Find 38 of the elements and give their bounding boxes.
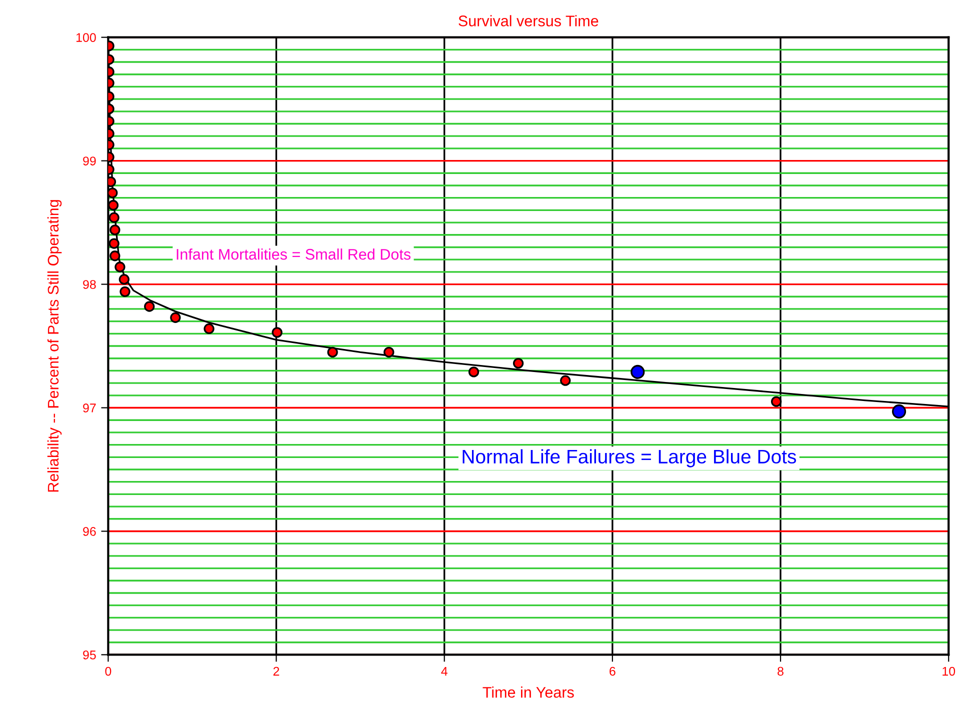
- point: [384, 346, 394, 358]
- y-tick-label: 98: [83, 280, 96, 289]
- point: [170, 312, 181, 323]
- y-tick-label: 96: [83, 527, 96, 536]
- point: [108, 200, 119, 211]
- point: [272, 327, 282, 338]
- point: [560, 375, 571, 386]
- x-tick-label: 2: [273, 666, 280, 676]
- point: [327, 346, 338, 358]
- point: [108, 238, 120, 249]
- annotation: Infant Mortalities = Small Red Dots: [176, 248, 410, 260]
- point: [120, 286, 130, 298]
- y-tick-label: 100: [76, 33, 96, 42]
- y-tick-label: 99: [83, 156, 96, 166]
- point: [468, 366, 480, 378]
- annotation: Normal Life Failures = Large Blue Dots: [462, 449, 796, 468]
- point: [110, 224, 120, 236]
- point: [108, 188, 118, 198]
- point: [892, 404, 906, 419]
- x-tick-label: 4: [441, 666, 448, 676]
- point: [204, 323, 214, 334]
- x-tick-label: 6: [610, 666, 616, 676]
- y-tick-label: 95: [83, 650, 96, 660]
- y-axis-title: Reliability -- Percent of Parts Still Operating: [47, 200, 62, 492]
- x-tick-label: 10: [942, 666, 956, 676]
- point: [110, 250, 120, 262]
- x-axis-title: Time in Years: [482, 686, 574, 698]
- x-tick-label: 0: [105, 666, 112, 676]
- point: [770, 396, 782, 407]
- point: [512, 358, 524, 369]
- point: [108, 212, 120, 223]
- y-tick-label: 97: [83, 404, 96, 412]
- chart-title: Survival versus Time: [458, 15, 598, 26]
- point: [630, 364, 645, 379]
- point: [118, 274, 130, 285]
- x-tick-label: 8: [778, 666, 784, 676]
- point: [144, 301, 155, 312]
- point: [114, 262, 126, 272]
